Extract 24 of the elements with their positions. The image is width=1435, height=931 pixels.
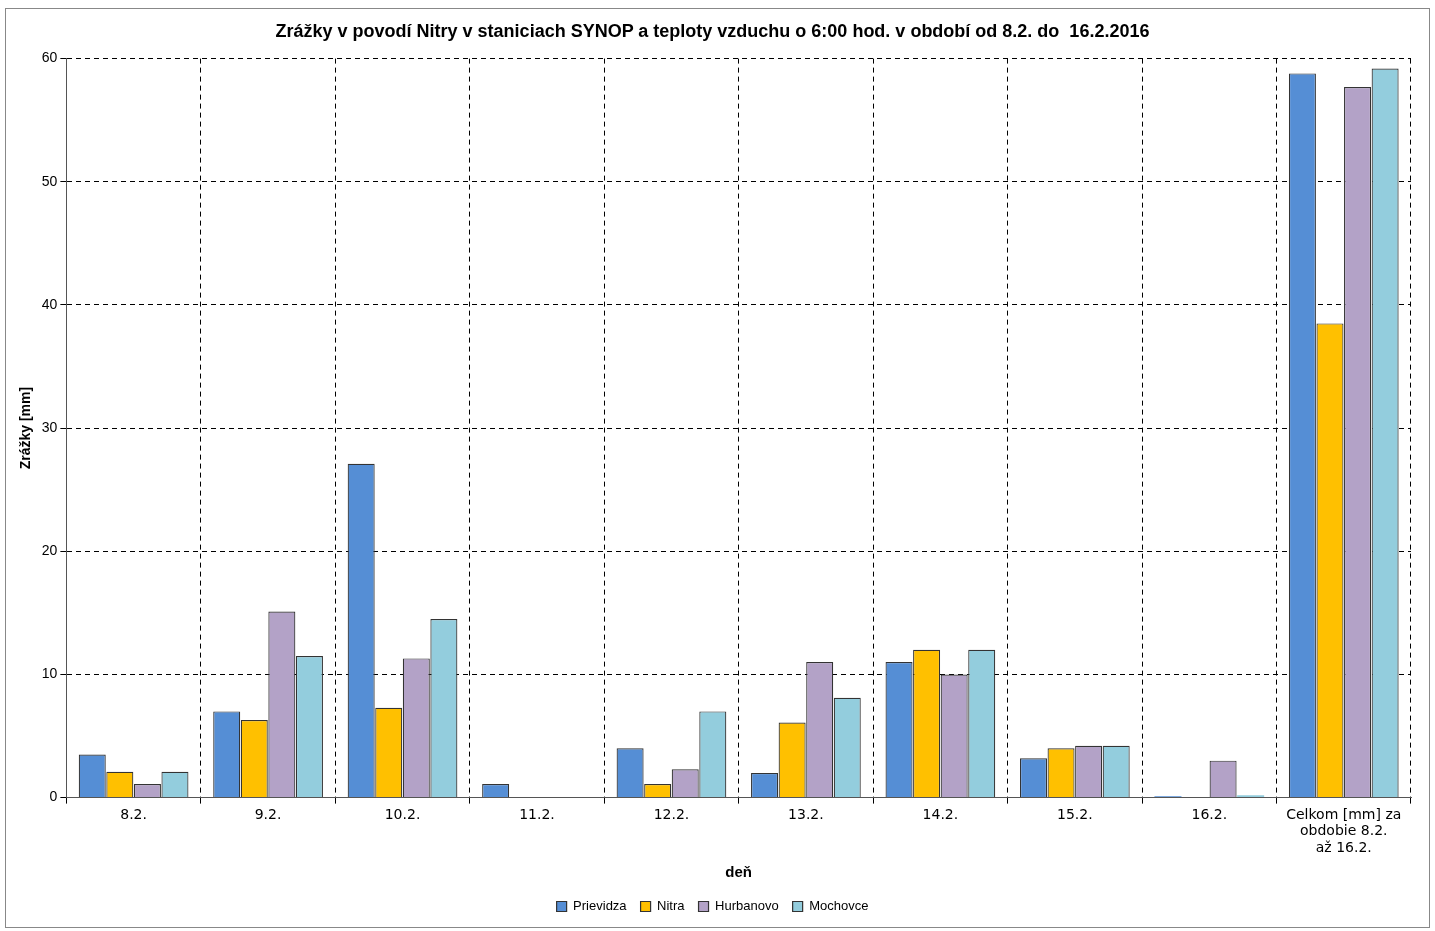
x-tick-label: 14.2.	[922, 805, 959, 822]
x-tick-label: 8.2.	[120, 805, 147, 822]
legend-label: Hurbanovo	[715, 898, 779, 914]
y-tick-label: 60	[41, 49, 58, 66]
y-tick-label: 20	[41, 542, 58, 559]
x-tick-label: 12.2.	[653, 805, 690, 822]
legend-label: Mochovce	[809, 898, 869, 914]
y-tick-label: 50	[41, 172, 58, 189]
x-tick-label: 13.2.	[788, 805, 824, 822]
legend-label: Prievidza	[573, 898, 628, 914]
x-tick-label: 15.2.	[1057, 805, 1093, 822]
x-tick-label: Celkom [mm] za obdobie 8.2. až 16.2.	[1286, 805, 1402, 856]
x-tick-label: 9.2.	[254, 805, 282, 822]
x-axis-title: deň	[725, 863, 753, 881]
y-tick-label: 10	[41, 665, 58, 682]
x-tick-label: 16.2.	[1191, 805, 1228, 822]
y-tick-label: 30	[41, 418, 58, 435]
chart-title: Zrážky v povodí Nitry v staniciach SYNOP a teploty vzduchu o 6:00 hod. v období od 8.2. do 16.2.2016	[275, 20, 1150, 41]
y-tick-label: 0	[49, 788, 58, 805]
x-tick-label: 11.2.	[519, 805, 555, 822]
y-tick-label: 40	[41, 295, 58, 312]
y-axis-title: Zrážky [mm]	[17, 386, 34, 470]
legend-label: Nitra	[657, 898, 686, 914]
x-tick-label: 10.2.	[384, 805, 421, 822]
